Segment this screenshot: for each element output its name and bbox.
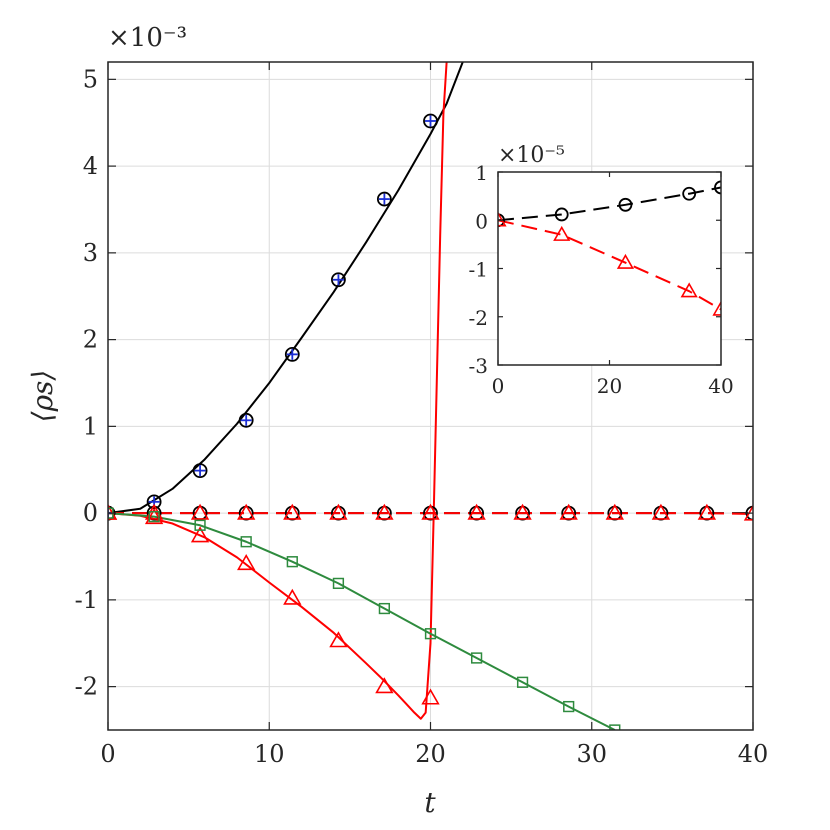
data-point-triangle bbox=[375, 503, 394, 520]
data-point-circle bbox=[714, 180, 721, 195]
data-point-square bbox=[240, 536, 252, 548]
y-tick-label: -2 bbox=[75, 673, 98, 701]
inset-markers bbox=[498, 180, 721, 316]
inset-y-multiplier: ×10⁻⁵ bbox=[498, 143, 565, 168]
data-point-circle-plus bbox=[331, 272, 346, 288]
data-point-triangle bbox=[498, 211, 507, 227]
data-point-triangle bbox=[283, 588, 302, 605]
y-tick-label: 3 bbox=[83, 239, 98, 267]
series-line-0 bbox=[498, 186, 721, 222]
data-point-circle-plus bbox=[192, 463, 208, 479]
inset-plot-area bbox=[498, 172, 721, 365]
main-x-axis-ticks: 0 10 20 30 40 bbox=[100, 62, 768, 768]
series-line-0 bbox=[108, 62, 464, 515]
data-point-square bbox=[470, 652, 483, 664]
data-point-triangle bbox=[651, 503, 671, 520]
data-point-square bbox=[516, 676, 529, 688]
x-tick-label: 40 bbox=[708, 374, 733, 398]
y-tick-label: -3 bbox=[469, 354, 488, 378]
x-tick-label: 20 bbox=[415, 740, 446, 768]
x-axis-label: t bbox=[424, 786, 436, 819]
data-point-square bbox=[424, 628, 437, 640]
data-point-triangle bbox=[553, 225, 571, 241]
data-point-square bbox=[563, 700, 575, 713]
main-y-axis-ticks: -2 -1 0 1 2 3 4 5 bbox=[75, 65, 753, 701]
y-tick-label: 5 bbox=[83, 65, 98, 93]
x-tick-label: 0 bbox=[492, 374, 505, 398]
series-line-4 bbox=[108, 62, 448, 720]
data-point-triangle bbox=[237, 503, 256, 520]
data-point-triangle bbox=[375, 677, 394, 694]
data-point-triangle bbox=[283, 503, 302, 520]
data-point-triangle bbox=[190, 503, 210, 520]
data-point-triangle bbox=[237, 554, 256, 571]
y-tick-label: -1 bbox=[75, 586, 98, 614]
data-point-triangle bbox=[712, 300, 721, 316]
y-tick-label: 0 bbox=[475, 209, 488, 233]
y-tick-label: -1 bbox=[469, 258, 488, 282]
data-point-triangle bbox=[616, 253, 635, 269]
data-point-triangle bbox=[329, 631, 348, 648]
data-point-circle bbox=[498, 213, 505, 228]
y-tick-label: 1 bbox=[475, 161, 488, 185]
data-point-circle bbox=[618, 197, 633, 212]
y-tick-label: 1 bbox=[83, 412, 98, 440]
data-point-square bbox=[286, 556, 298, 568]
main-series bbox=[108, 62, 753, 730]
data-point-triangle bbox=[559, 503, 578, 520]
x-tick-label: 30 bbox=[576, 740, 607, 768]
data-point-square bbox=[194, 519, 206, 531]
series-line-6 bbox=[108, 512, 616, 730]
data-point-triangle bbox=[421, 503, 440, 520]
data-point-triangle bbox=[467, 503, 486, 520]
y-tick-label: 4 bbox=[83, 152, 98, 180]
data-point-circle-plus bbox=[376, 191, 392, 207]
y-tick-label: -2 bbox=[469, 306, 488, 330]
inset-series bbox=[498, 186, 721, 311]
inset-y-axis-ticks: -3 -2 -1 0 1 bbox=[469, 161, 721, 378]
data-point-circle bbox=[682, 186, 697, 201]
series-line-1 bbox=[498, 219, 721, 311]
data-point-triangle bbox=[605, 503, 624, 520]
x-tick-label: 20 bbox=[597, 374, 622, 398]
data-point-circle-plus bbox=[284, 346, 300, 362]
main-y-multiplier: ×10⁻³ bbox=[108, 23, 187, 53]
y-tick-label: 0 bbox=[83, 499, 98, 527]
data-point-square bbox=[609, 724, 621, 730]
data-point-triangle bbox=[513, 503, 532, 520]
data-point-circle-plus bbox=[423, 113, 438, 129]
data-point-triangle bbox=[144, 508, 164, 525]
x-tick-label: 0 bbox=[100, 740, 115, 768]
y-axis-label: ⟨ρs⟩ bbox=[26, 370, 59, 423]
data-point-triangle bbox=[108, 503, 118, 520]
y-tick-label: 2 bbox=[83, 326, 98, 354]
data-point-triangle bbox=[697, 503, 717, 520]
series-line-3 bbox=[108, 512, 753, 515]
data-point-circle-plus bbox=[238, 412, 254, 428]
data-point-triangle bbox=[421, 688, 440, 705]
data-point-triangle bbox=[329, 503, 348, 520]
data-point-triangle bbox=[190, 526, 210, 543]
data-point-square bbox=[378, 602, 391, 615]
data-point-circle bbox=[554, 207, 569, 222]
x-tick-label: 40 bbox=[738, 740, 769, 768]
data-point-square bbox=[332, 577, 345, 590]
inset-plot: 0 20 40 -3 -2 -1 0 1 ×10⁻⁵ bbox=[469, 143, 734, 398]
x-tick-label: 10 bbox=[254, 740, 285, 768]
inset-x-axis-ticks: 0 20 40 bbox=[492, 172, 734, 398]
data-point-triangle bbox=[680, 282, 698, 298]
data-point-square bbox=[148, 510, 160, 523]
